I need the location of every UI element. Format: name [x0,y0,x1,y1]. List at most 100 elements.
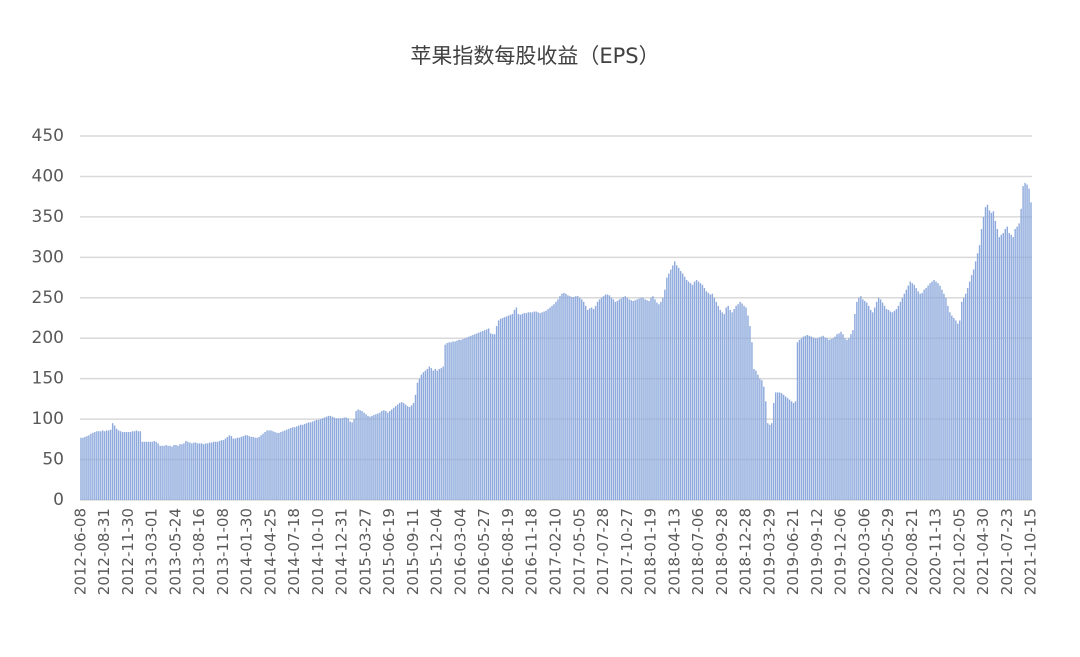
bar [428,366,431,500]
bar [276,432,278,500]
bar [614,301,617,500]
bar [315,419,318,500]
bar [258,436,260,500]
bar [664,289,666,500]
x-tick-label: 2018-04-13 [665,508,683,595]
bar [448,342,450,500]
bar [828,339,830,500]
bar [111,423,114,500]
bar [786,398,789,500]
bar [868,305,870,500]
x-tick-label: 2016-08-19 [499,508,517,595]
bar [270,430,272,500]
bar [301,424,304,500]
bar [519,314,522,500]
bar [131,431,134,500]
bar [242,436,244,500]
bar [513,309,516,500]
bar [458,339,460,500]
bar [771,423,773,500]
bar [666,277,668,500]
bar [691,284,694,500]
bar [792,402,795,500]
bar [327,415,330,500]
bar [533,311,535,500]
bar [812,337,815,500]
x-tick-label: 2019-09-12 [808,508,826,595]
bar [951,315,953,500]
bar [129,432,132,500]
bar [901,297,904,500]
x-tick-label: 2018-12-28 [737,508,755,595]
x-tick-label: 2020-11-13 [927,508,945,595]
bar [549,307,551,500]
bar [515,307,518,500]
bar [525,313,528,500]
bar [1014,229,1016,500]
bar [452,341,454,500]
bar [763,386,765,500]
bar [767,423,769,500]
x-tick-label: 2015-03-27 [356,508,374,595]
x-tick-label: 2017-10-27 [618,508,636,595]
y-tick-label: 350 [32,207,64,227]
x-tick-label: 2013-05-24 [166,508,184,595]
bar [482,330,484,500]
bar [575,296,577,500]
bar [602,296,605,500]
bar [159,445,161,500]
x-tick-label: 2020-03-06 [855,508,873,595]
bar [590,307,593,500]
bar [588,308,591,500]
bar [432,370,435,500]
bar [782,394,785,500]
bar [858,297,860,500]
bar [935,281,937,500]
bar [899,301,902,500]
bar [978,245,981,500]
bar [749,326,751,500]
bar [294,427,296,500]
bar [895,309,898,500]
bar [288,428,290,500]
bar [885,309,888,500]
bar [727,305,729,500]
bar [254,437,256,500]
bar [966,288,969,500]
bar [106,430,108,500]
bar [193,442,195,500]
bar [610,297,613,500]
bar [369,416,371,500]
bar [527,312,530,500]
bar [460,339,462,500]
x-tick-label: 2012-06-08 [71,508,89,595]
bar [468,336,470,500]
x-tick-label: 2015-09-11 [404,508,422,595]
bar [297,425,300,500]
bar [1018,223,1020,501]
bar [715,301,718,500]
bar [489,333,492,500]
bar [642,297,644,500]
bar [933,279,935,500]
bar [634,300,636,500]
bar [731,312,733,500]
bar [915,288,917,500]
bar [1016,226,1018,500]
bar [822,335,824,500]
bar [668,273,670,500]
bar [814,338,816,500]
bar [743,305,745,500]
y-tick-label: 100 [32,409,64,429]
bar [830,339,832,500]
bar [163,445,165,500]
bar [1002,233,1005,501]
bar [280,432,282,500]
bar [133,431,136,500]
bar [353,419,355,500]
bar [927,285,929,500]
bar [957,323,959,500]
bar [367,415,369,500]
bar [879,299,882,500]
bar [563,292,565,500]
